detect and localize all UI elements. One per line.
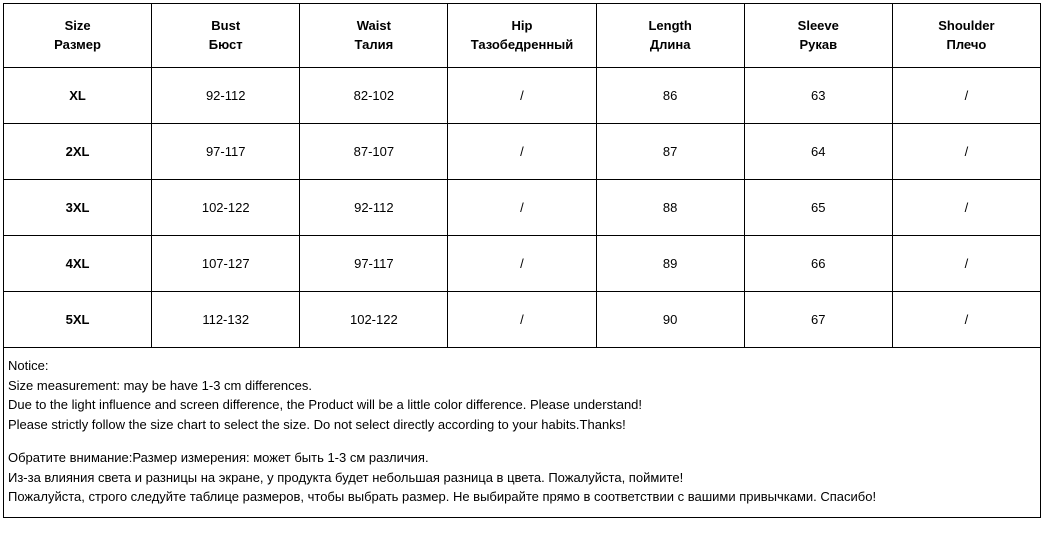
notice-line-en: Notice: bbox=[8, 356, 1036, 376]
cell-sleeve: 64 bbox=[744, 124, 892, 180]
header-row: Size Размер Bust Бюст Waist Талия Hip Та… bbox=[4, 4, 1041, 68]
cell-size: 3XL bbox=[4, 180, 152, 236]
cell-size: 5XL bbox=[4, 292, 152, 348]
cell-sleeve: 66 bbox=[744, 236, 892, 292]
col-header-waist: Waist Талия bbox=[300, 4, 448, 68]
col-header-ru: Длина bbox=[650, 37, 691, 52]
cell-hip: / bbox=[448, 292, 596, 348]
notice-line-en: Due to the light influence and screen di… bbox=[8, 395, 1036, 415]
cell-sleeve: 67 bbox=[744, 292, 892, 348]
table-row: 3XL 102-122 92-112 / 88 65 / bbox=[4, 180, 1041, 236]
col-header-en: Shoulder bbox=[938, 18, 994, 33]
col-header-ru: Плечо bbox=[947, 37, 987, 52]
col-header-shoulder: Shoulder Плечо bbox=[892, 4, 1040, 68]
notice-line-ru: Из-за влияния света и разницы на экране,… bbox=[8, 468, 1036, 488]
col-header-en: Bust bbox=[211, 18, 240, 33]
cell-shoulder: / bbox=[892, 292, 1040, 348]
cell-bust: 107-127 bbox=[152, 236, 300, 292]
cell-waist: 102-122 bbox=[300, 292, 448, 348]
col-header-en: Waist bbox=[357, 18, 391, 33]
cell-shoulder: / bbox=[892, 68, 1040, 124]
cell-shoulder: / bbox=[892, 124, 1040, 180]
notice-gap bbox=[8, 434, 1036, 448]
cell-shoulder: / bbox=[892, 180, 1040, 236]
col-header-length: Length Длина bbox=[596, 4, 744, 68]
cell-bust: 97-117 bbox=[152, 124, 300, 180]
cell-size: 4XL bbox=[4, 236, 152, 292]
cell-waist: 92-112 bbox=[300, 180, 448, 236]
cell-hip: / bbox=[448, 68, 596, 124]
size-chart-table: Size Размер Bust Бюст Waist Талия Hip Та… bbox=[3, 3, 1041, 348]
notice-box: Notice: Size measurement: may be have 1-… bbox=[3, 348, 1041, 518]
cell-sleeve: 63 bbox=[744, 68, 892, 124]
cell-hip: / bbox=[448, 180, 596, 236]
table-row: 4XL 107-127 97-117 / 89 66 / bbox=[4, 236, 1041, 292]
col-header-hip: Hip Тазобедренный bbox=[448, 4, 596, 68]
col-header-ru: Размер bbox=[54, 37, 101, 52]
table-row: 2XL 97-117 87-107 / 87 64 / bbox=[4, 124, 1041, 180]
col-header-sleeve: Sleeve Рукав bbox=[744, 4, 892, 68]
col-header-size: Size Размер bbox=[4, 4, 152, 68]
cell-waist: 87-107 bbox=[300, 124, 448, 180]
table-row: 5XL 112-132 102-122 / 90 67 / bbox=[4, 292, 1041, 348]
col-header-bust: Bust Бюст bbox=[152, 4, 300, 68]
cell-hip: / bbox=[448, 236, 596, 292]
col-header-ru: Рукав bbox=[799, 37, 837, 52]
cell-hip: / bbox=[448, 124, 596, 180]
cell-waist: 82-102 bbox=[300, 68, 448, 124]
cell-bust: 112-132 bbox=[152, 292, 300, 348]
cell-length: 86 bbox=[596, 68, 744, 124]
notice-line-ru: Обратите внимание:Размер измерения: може… bbox=[8, 448, 1036, 468]
cell-sleeve: 65 bbox=[744, 180, 892, 236]
cell-length: 89 bbox=[596, 236, 744, 292]
cell-length: 88 bbox=[596, 180, 744, 236]
cell-size: XL bbox=[4, 68, 152, 124]
table-row: XL 92-112 82-102 / 86 63 / bbox=[4, 68, 1041, 124]
size-chart-body: XL 92-112 82-102 / 86 63 / 2XL 97-117 87… bbox=[4, 68, 1041, 348]
col-header-ru: Талия bbox=[355, 37, 394, 52]
cell-length: 90 bbox=[596, 292, 744, 348]
cell-length: 87 bbox=[596, 124, 744, 180]
col-header-en: Sleeve bbox=[798, 18, 839, 33]
col-header-ru: Бюст bbox=[209, 37, 243, 52]
cell-waist: 97-117 bbox=[300, 236, 448, 292]
col-header-en: Length bbox=[648, 18, 691, 33]
cell-size: 2XL bbox=[4, 124, 152, 180]
notice-line-ru: Пожалуйста, строго следуйте таблице разм… bbox=[8, 487, 1036, 507]
cell-bust: 102-122 bbox=[152, 180, 300, 236]
cell-shoulder: / bbox=[892, 236, 1040, 292]
notice-line-en: Please strictly follow the size chart to… bbox=[8, 415, 1036, 435]
col-header-en: Hip bbox=[512, 18, 533, 33]
col-header-en: Size bbox=[65, 18, 91, 33]
notice-line-en: Size measurement: may be have 1-3 cm dif… bbox=[8, 376, 1036, 396]
cell-bust: 92-112 bbox=[152, 68, 300, 124]
col-header-ru: Тазобедренный bbox=[471, 37, 574, 52]
